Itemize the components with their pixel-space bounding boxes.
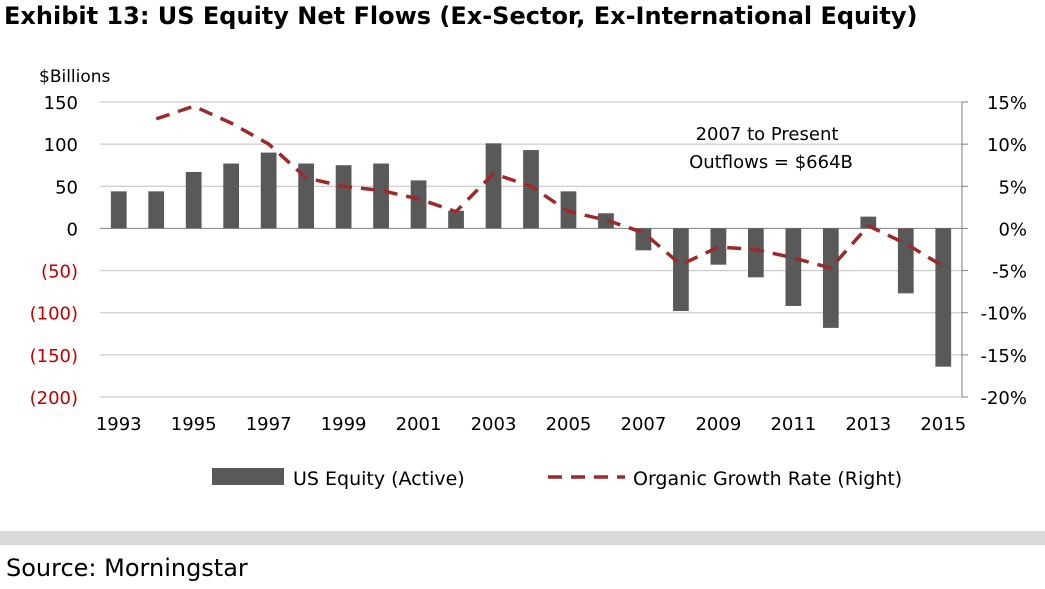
bar xyxy=(523,150,539,229)
left-tick-label: (200) xyxy=(30,388,78,409)
bar xyxy=(897,228,914,294)
right-tick-label: -5% xyxy=(992,262,1027,283)
legend-line-label: Organic Growth Rate (Right) xyxy=(633,468,902,490)
x-tick-label: 1999 xyxy=(321,414,367,435)
bar xyxy=(635,228,652,251)
annotation-line-1: 2007 to Present xyxy=(696,124,839,145)
bar xyxy=(410,180,427,229)
bar xyxy=(785,228,802,306)
left-tick-label: (50) xyxy=(41,262,78,283)
x-tick-label: 2009 xyxy=(695,414,741,435)
bar xyxy=(110,191,127,229)
x-tick-label: 2007 xyxy=(621,414,667,435)
bar xyxy=(185,171,202,229)
net-flows-chart: 150 15% 100 10% 50 5% 0 0% (50) -5% (100) -10% (150)… xyxy=(30,67,1027,490)
legend: US Equity (Active) Organic Growth Rate (R… xyxy=(212,468,902,490)
right-tick-label: -15% xyxy=(980,346,1027,367)
bar xyxy=(673,228,689,312)
right-tick-label: 10% xyxy=(987,135,1027,156)
x-tick-label: 2005 xyxy=(546,414,592,435)
right-tick-label: 0% xyxy=(998,219,1027,240)
bar xyxy=(223,163,240,229)
x-tick-label: 1995 xyxy=(171,414,217,435)
right-tick-label: -10% xyxy=(980,304,1027,325)
left-tick-label: 150 xyxy=(44,93,78,114)
bar xyxy=(335,165,352,229)
legend-bar-swatch xyxy=(212,468,284,485)
bar xyxy=(260,152,277,229)
growth-rate-line xyxy=(155,104,945,270)
annotation: 2007 to Present Outflows = $664B xyxy=(689,124,853,173)
bar xyxy=(298,163,315,229)
x-tick-label: 1993 xyxy=(96,414,142,435)
bar xyxy=(373,163,389,229)
bar xyxy=(448,210,464,229)
bar xyxy=(860,216,877,229)
x-tick-label: 2011 xyxy=(770,414,816,435)
growth-rate-series xyxy=(155,104,945,270)
footer-divider xyxy=(0,531,1045,545)
left-tick-label: 50 xyxy=(55,177,78,198)
right-tick-label: 15% xyxy=(987,93,1027,114)
annotation-line-2: Outflows = $664B xyxy=(689,152,853,173)
x-tick-label: 2015 xyxy=(920,414,966,435)
bar-series xyxy=(110,143,952,367)
x-tick-label: 1997 xyxy=(246,414,292,435)
bar xyxy=(747,228,764,278)
x-tick-label: 2013 xyxy=(845,414,891,435)
left-tick-label: 100 xyxy=(44,135,78,156)
bar xyxy=(598,213,614,229)
left-tick-label: 0 xyxy=(67,219,78,240)
bar xyxy=(148,191,165,229)
legend-bar-label: US Equity (Active) xyxy=(293,468,465,490)
bar xyxy=(935,228,952,367)
bar xyxy=(822,228,839,328)
bar xyxy=(710,228,727,265)
left-axis-unit-label: $Billions xyxy=(39,67,111,87)
x-tick-label: 2001 xyxy=(396,414,442,435)
bar xyxy=(485,143,502,229)
right-tick-label: -20% xyxy=(980,388,1027,409)
x-tick-label: 2003 xyxy=(471,414,517,435)
source-note: Source: Morningstar xyxy=(6,554,248,582)
left-tick-label: (100) xyxy=(30,304,78,325)
chart-title: Exhibit 13: US Equity Net Flows (Ex-Sect… xyxy=(4,2,918,30)
right-tick-label: 5% xyxy=(998,177,1027,198)
axes: 150 15% 100 10% 50 5% 0 0% (50) -5% (100) -10% (150)… xyxy=(30,67,1027,435)
left-tick-label: (150) xyxy=(30,346,78,367)
